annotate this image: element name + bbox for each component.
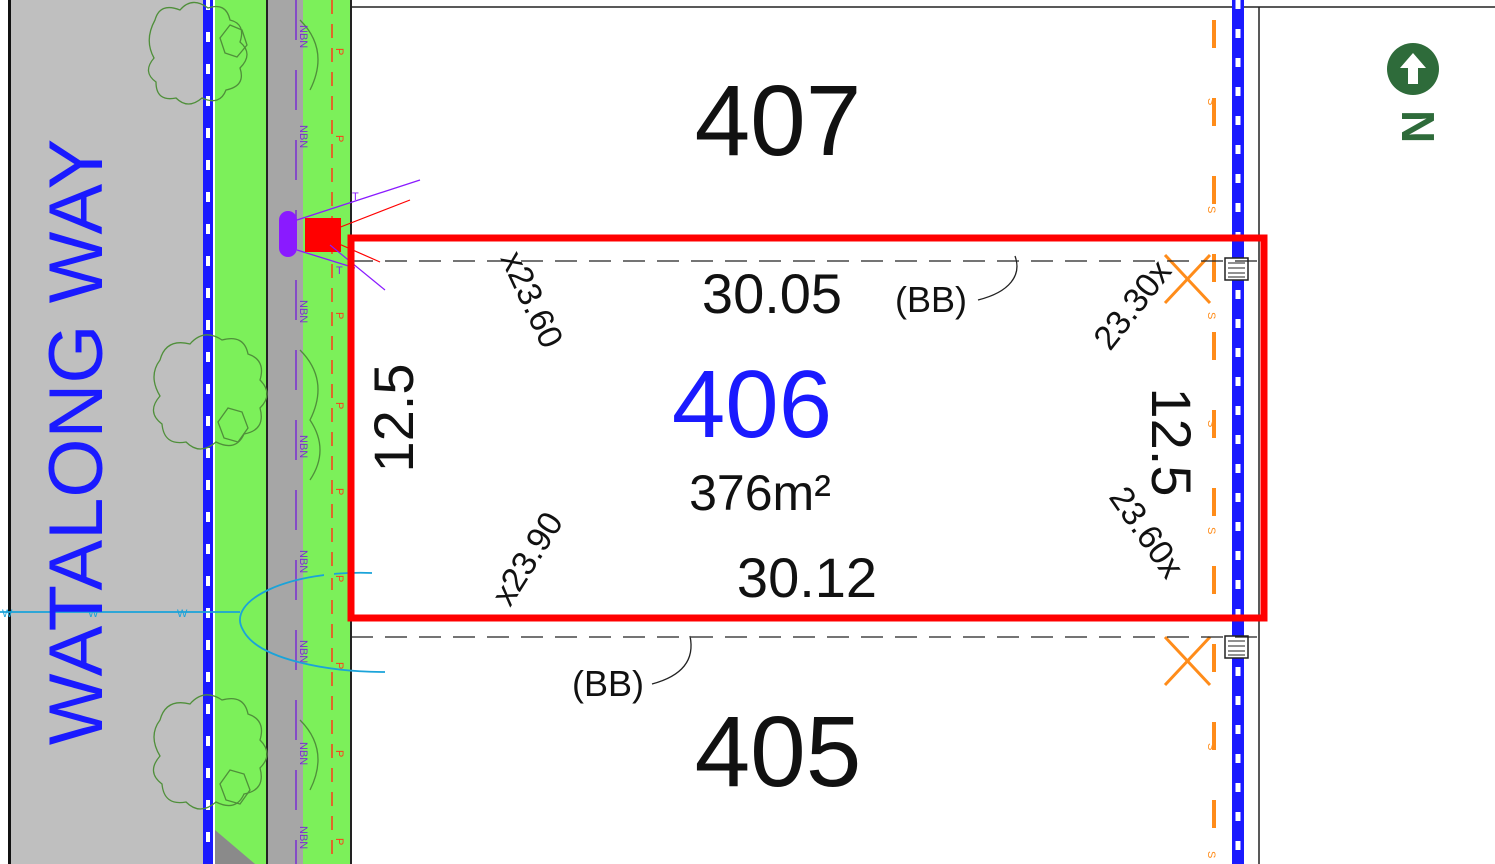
power-label: P: [333, 312, 345, 319]
sewer-cross: [1163, 635, 1212, 687]
spot-level-top-left: x23.60: [493, 245, 571, 354]
road-pavement: [8, 0, 208, 864]
sewer-label: S: [1205, 312, 1217, 319]
power-lead: [329, 239, 381, 263]
water-label: W: [177, 608, 188, 620]
inspection-pit-hatch: [1228, 640, 1245, 656]
tree-canopy-1: [147, 1, 248, 105]
lot-number-south: 405: [695, 696, 862, 808]
kerb-line: [203, 0, 213, 864]
sewer-label: S: [1205, 743, 1217, 750]
power-label: P: [333, 838, 345, 845]
right-depth-dimension-render: 12.5: [1140, 388, 1203, 497]
footpath: [267, 0, 303, 864]
water-label: W: [88, 608, 99, 620]
nbn-label: NBN: [297, 826, 309, 849]
bb-annotation-bottom: (BB): [572, 663, 644, 704]
sewer-label: S: [1205, 98, 1217, 105]
sewer-label: S: [1205, 206, 1217, 213]
left-depth-dimension: 12.5: [362, 364, 425, 473]
frontage-dimension: 30.05: [702, 262, 842, 325]
tree-trunk-2: [217, 407, 249, 443]
nbn-label: NBN: [297, 550, 309, 573]
power-label: P: [333, 488, 345, 495]
water-label-gap: [324, 570, 334, 578]
telecom-lead: [296, 179, 421, 221]
bb-leaders: [651, 255, 1018, 685]
power-lead: [319, 199, 411, 236]
verge-strip-right: [303, 0, 351, 864]
street-trees: [147, 1, 321, 810]
bb-leader-top: [977, 255, 1018, 301]
water-service: [0, 571, 386, 673]
building-envelope: [351, 260, 1268, 638]
road-corner-wedge: [215, 830, 255, 864]
telecom-label: T: [352, 191, 359, 203]
lot-number-subject: 406: [672, 351, 832, 458]
tree-trunk-3: [219, 769, 251, 805]
sewer-cross: [1163, 253, 1212, 305]
nbn-label: NBN: [297, 300, 309, 323]
spot-level-top-right: 23.30x: [1086, 253, 1179, 357]
power-label: P: [333, 48, 345, 55]
road-reserve: [8, 0, 352, 864]
water-label: W: [2, 608, 13, 620]
power-labels: P P P P P P P P P: [333, 48, 345, 845]
nbn-label: NBN: [297, 25, 309, 48]
telecom-label: T: [336, 265, 343, 277]
spot-level-bottom-left: x23.90: [485, 506, 571, 613]
north-arrow-letter: N: [1392, 110, 1444, 143]
road-edge-line: [8, 0, 11, 864]
bb-annotation-top: (BB): [895, 279, 967, 320]
tree-canopy-3: [152, 694, 268, 810]
rear-blue-line: [1232, 0, 1244, 864]
nbn-label: NBN: [297, 640, 309, 663]
sewer-label: S: [1205, 527, 1217, 534]
verge-strip-left: [215, 0, 267, 864]
telecom-pit: [279, 211, 297, 257]
rear-services: [1212, 0, 1260, 864]
bb-leader-bottom: [651, 635, 692, 685]
tree-trunk-1: [219, 24, 248, 58]
inspection-pit-hatch: [1228, 262, 1245, 278]
tree-canopy-edge: [299, 19, 321, 791]
power-label: P: [333, 750, 345, 757]
nbn-label: NBN: [297, 742, 309, 765]
lot-area: 376m²: [689, 465, 831, 521]
tree-canopy-2: [152, 334, 268, 450]
sewer-label: S: [1205, 851, 1217, 858]
nbn-labels: NBN NBN NBN NBN NBN NBN NBN NBN: [297, 25, 309, 849]
nbn-label: NBN: [297, 125, 309, 148]
rear-dimension: 30.12: [737, 546, 877, 609]
sewer-junctions: [1163, 253, 1249, 687]
sewer-labels: S S S S S S S: [1205, 98, 1217, 858]
power-lead: [329, 244, 386, 291]
nbn-label: NBN: [297, 435, 309, 458]
sewer-label: S: [1205, 420, 1217, 427]
water-connection-curve: [239, 571, 386, 673]
power-label: P: [333, 135, 345, 142]
power-label: P: [333, 662, 345, 669]
telecom-lead: [296, 249, 356, 269]
north-arrow-icon: [1400, 53, 1426, 84]
subject-lot-boundary: [347, 234, 1268, 622]
service-pits: T T: [279, 179, 421, 291]
power-label: P: [333, 402, 345, 409]
power-label: P: [333, 575, 345, 582]
lot-number-north: 407: [695, 65, 862, 177]
power-dome: [305, 218, 341, 252]
street-name: WATALONG WAY: [34, 139, 119, 746]
water-labels: W W W: [2, 608, 188, 620]
north-arrow: N: [1387, 43, 1444, 143]
